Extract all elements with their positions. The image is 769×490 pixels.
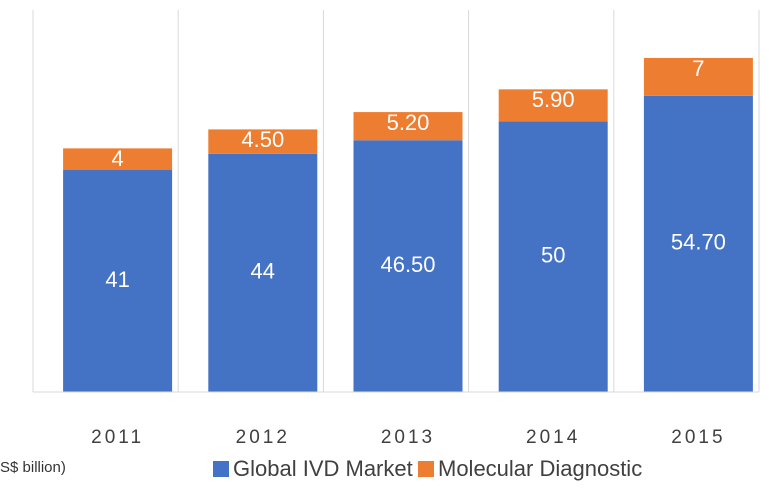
value-label: 50 (541, 242, 565, 267)
bar-segment (208, 129, 318, 154)
value-label: 5.20 (387, 110, 430, 135)
bar-segment (353, 140, 463, 392)
bar-segment (498, 89, 608, 122)
value-label: 54.70 (671, 230, 726, 255)
bar-segment (498, 121, 608, 393)
x-tick-label: 2013 (381, 427, 435, 448)
x-tick-label: 2014 (526, 427, 580, 448)
legend-label: Global IVD Market (233, 456, 413, 481)
bar-segment (63, 170, 173, 392)
x-tick-label: 2015 (671, 427, 725, 448)
value-label: 7 (692, 56, 704, 81)
bar-segment (643, 57, 753, 96)
bar-segment (643, 95, 753, 393)
legend-swatch (213, 461, 229, 477)
value-label: 41 (105, 267, 129, 292)
unit-label: S$ billion) (0, 459, 66, 476)
bar-segment (353, 112, 463, 141)
legend-swatch (418, 461, 434, 477)
legend-label: Molecular Diagnostic (438, 456, 642, 481)
value-label: 4 (111, 146, 123, 171)
x-tick-label: 2012 (236, 427, 290, 448)
value-label: 5.90 (532, 87, 575, 112)
value-label: 44 (251, 259, 275, 284)
bar-segment (208, 153, 318, 392)
x-tick-label: 2011 (91, 427, 144, 448)
value-label: 46.50 (380, 252, 435, 277)
bar-segment (63, 148, 173, 171)
value-label: 4.50 (241, 127, 284, 152)
